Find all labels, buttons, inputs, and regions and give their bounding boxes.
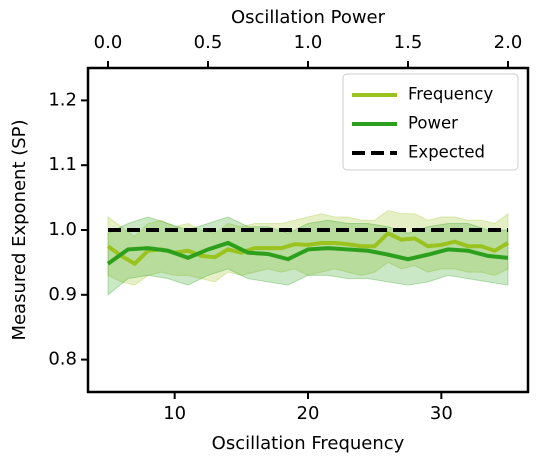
x-axis-label: Oscillation Frequency xyxy=(212,433,405,454)
x2-axis-label: Oscillation Power xyxy=(231,7,386,28)
y-tick-label: 0.9 xyxy=(48,284,77,305)
y-tick-label: 1.0 xyxy=(48,219,77,240)
legend-label: Frequency xyxy=(408,85,493,104)
x-tick-label: 10 xyxy=(163,403,186,424)
x2-tick-label: 2.0 xyxy=(494,32,523,53)
legend-label: Power xyxy=(408,114,458,133)
legend-box xyxy=(342,73,519,171)
x2-tick-label: 1.0 xyxy=(294,32,323,53)
plot-frame xyxy=(86,66,530,394)
x-tick-label: 30 xyxy=(430,403,453,424)
y-tick-label: 0.8 xyxy=(48,349,77,370)
y-axis-label: Measured Exponent (SP) xyxy=(9,119,30,340)
y-tick-label: 1.1 xyxy=(48,154,77,175)
y-tick-label: 1.2 xyxy=(48,89,77,110)
x2-tick-label: 0.0 xyxy=(94,32,123,53)
x-tick-label: 20 xyxy=(297,403,320,424)
legend-label: Expected xyxy=(408,143,485,162)
x2-tick-label: 1.5 xyxy=(394,32,423,53)
x2-tick-label: 0.5 xyxy=(194,32,223,53)
series-line xyxy=(106,240,509,266)
